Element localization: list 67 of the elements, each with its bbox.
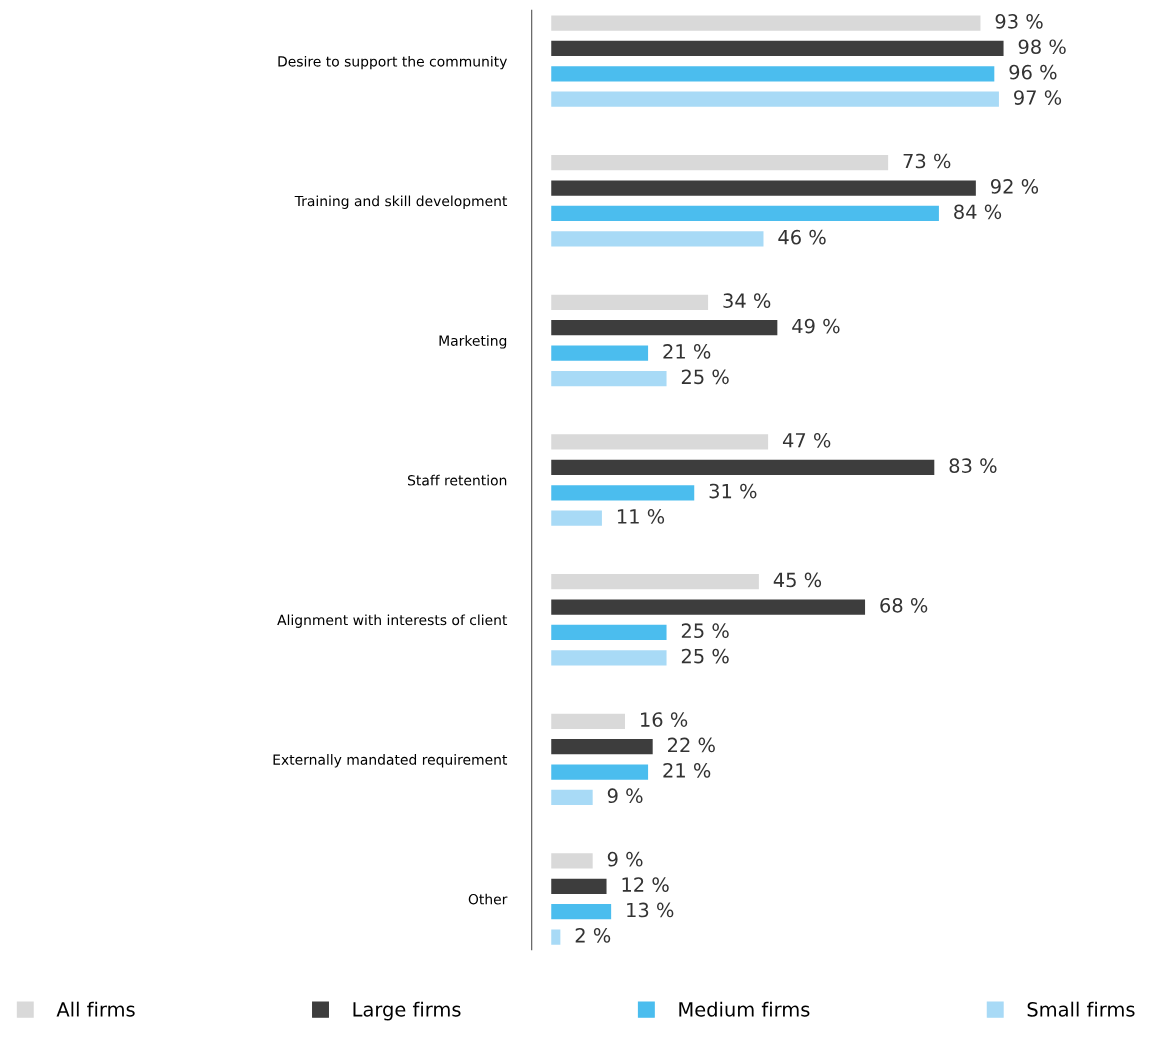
bar (551, 205, 939, 222)
data-label: 84 % (954, 204, 1002, 220)
y-tick-label: Desire to support the community (278, 55, 507, 70)
y-tick-label: Alignment with interests of client (277, 614, 508, 628)
bar (551, 599, 866, 615)
bar (551, 434, 769, 450)
y-tick-label: Marketing (439, 335, 507, 349)
data-label: 12 % (622, 877, 669, 892)
data-label: 25 % (681, 623, 729, 639)
data-label: 21 % (663, 344, 711, 359)
data-label: 25 % (681, 648, 729, 664)
bar (551, 853, 593, 869)
data-label: 21 % (663, 762, 711, 778)
bar (551, 485, 695, 501)
data-label: 2 % (575, 928, 611, 943)
data-label: 9 % (607, 788, 643, 804)
legend-label: Small firms (1027, 1001, 1135, 1017)
data-label: 73 % (903, 153, 951, 169)
bar (551, 650, 667, 666)
data-label: 47 % (782, 432, 831, 448)
bar (551, 929, 561, 945)
bar (551, 91, 999, 107)
bar (551, 40, 1004, 57)
bar (551, 789, 593, 806)
y-tick-label: Training and skill development (294, 195, 508, 209)
bar (551, 15, 981, 31)
legend-label: Large firms (353, 1001, 461, 1021)
data-label: 96 % (1009, 64, 1057, 80)
data-label: 46 % (778, 229, 826, 245)
bar (551, 231, 764, 247)
bar (551, 370, 667, 387)
data-label: 92 % (990, 179, 1039, 194)
y-tick-label: Staff retention (407, 474, 507, 486)
bar (551, 345, 649, 361)
bar (551, 904, 612, 920)
data-label: 98 % (1018, 39, 1066, 55)
legend-label: All firms (56, 1001, 135, 1017)
data-label: 83 % (949, 458, 997, 474)
bar (551, 574, 759, 590)
data-label: 93 % (995, 14, 1043, 29)
bar (551, 510, 602, 526)
data-label: 9 % (607, 851, 643, 867)
bar (551, 294, 709, 310)
data-label: 49 % (792, 318, 840, 334)
bar (551, 878, 607, 894)
data-label: 11 % (617, 509, 665, 524)
legend-label: Medium firms (679, 1001, 810, 1017)
data-label: 13 % (627, 902, 674, 918)
bar (551, 764, 649, 780)
bar (551, 66, 995, 82)
y-tick-label: Externally mandated requirement (273, 754, 508, 768)
bar (551, 713, 625, 729)
data-label: 22 % (668, 737, 715, 753)
data-label: 16 % (641, 712, 688, 727)
data-label: 68 % (880, 597, 928, 613)
bar (551, 320, 778, 336)
bar (551, 459, 935, 475)
bar (551, 739, 653, 755)
data-label: 31 % (709, 483, 757, 499)
y-tick-label: Other (468, 893, 508, 905)
data-label: 97 % (1014, 90, 1062, 105)
data-label: 45 % (773, 572, 822, 588)
bar (551, 155, 889, 171)
bar (551, 624, 667, 641)
data-label: 25 % (681, 369, 729, 385)
data-label: 34 % (723, 293, 771, 308)
bar (551, 180, 976, 196)
